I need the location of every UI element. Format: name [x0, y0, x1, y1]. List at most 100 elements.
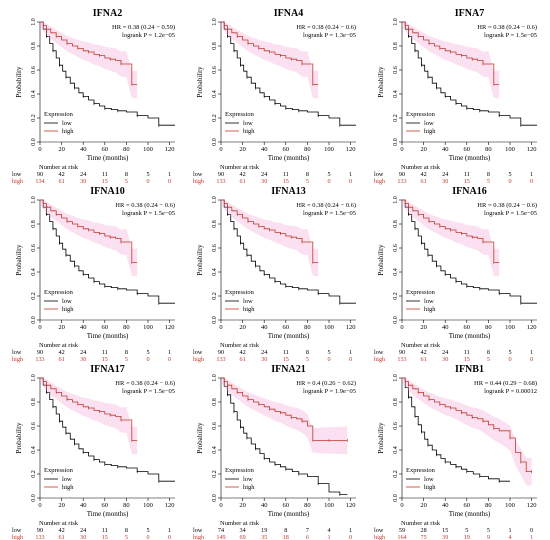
y-tick-label: 0.4 — [393, 446, 399, 454]
risk-count-low: 11 — [464, 349, 470, 356]
risk-count-high: 0 — [530, 356, 533, 363]
survival-curve-high — [40, 21, 138, 85]
risk-count-low: 5 — [487, 527, 490, 534]
x-tick-label: 60 — [283, 146, 290, 153]
y-tick-label: 0.6 — [31, 244, 37, 252]
x-tick-label: 120 — [165, 502, 175, 509]
risk-count-low: 90 — [37, 171, 43, 178]
legend-label-low: low — [424, 298, 434, 305]
risk-count-high: 61 — [240, 356, 246, 363]
legend-label-high: high — [424, 306, 436, 313]
risk-count-low: 24 — [442, 171, 448, 178]
risk-count-low: 42 — [240, 171, 246, 178]
x-tick-label: 60 — [102, 146, 109, 153]
y-tick-label: 0.8 — [31, 42, 37, 50]
risk-count-low: 0 — [530, 527, 533, 534]
risk-table-title: Number at risk — [401, 342, 441, 349]
risk-count-high: 5 — [306, 178, 309, 185]
x-tick-label: 20 — [239, 502, 246, 509]
risk-row-label-high: high — [374, 356, 386, 363]
risk-count-low: 24 — [80, 171, 86, 178]
risk-count-low: 42 — [59, 171, 65, 178]
risk-count-low: 24 — [80, 527, 86, 534]
risk-table-title: Number at risk — [39, 342, 79, 349]
x-tick-label: 0 — [219, 146, 222, 153]
risk-row-label-low: low — [374, 171, 384, 178]
hazard-ratio-text: HR = 0.44 (0.29 − 0.68) — [474, 380, 537, 387]
x-axis-label: Time (months) — [449, 332, 491, 340]
risk-count-high: 0 — [349, 178, 352, 185]
y-tick-label: 0.2 — [212, 292, 218, 300]
x-tick-label: 80 — [123, 324, 129, 331]
risk-row-label-high: high — [193, 356, 205, 363]
hazard-ratio-text: HR = 0.38 (0.24 − 0.6) — [296, 202, 356, 209]
risk-count-high: 0 — [508, 178, 511, 185]
km-chart: IFNB1 0.0 0.2 0.4 0.6 0.8 1.0 0 20 40 60 80 100 120 Pr… — [374, 364, 537, 540]
risk-table-title: Number at risk — [39, 164, 79, 171]
x-tick-label: 80 — [304, 324, 311, 331]
legend-label-low: low — [62, 298, 72, 305]
x-tick-label: 100 — [324, 146, 334, 153]
x-tick-label: 80 — [485, 146, 492, 153]
confidence-band-high — [402, 378, 532, 486]
risk-count-high: 5 — [487, 356, 490, 363]
legend-title: Expression — [225, 467, 255, 474]
x-axis-label: Time (months) — [268, 154, 310, 162]
risk-count-low: 11 — [283, 349, 289, 356]
y-tick-label: 0.8 — [393, 42, 399, 50]
hazard-ratio-text: HR = 0.4 (0.26 − 0.62) — [296, 380, 356, 387]
confidence-band-high — [221, 378, 348, 455]
y-tick-label: 0.0 — [393, 316, 399, 324]
survival-curve-low — [402, 377, 510, 482]
km-panel: IFNA2 0.0 0.2 0.4 0.6 0.8 1.0 0 20 40 60 80 100 120 Pr… — [12, 6, 195, 185]
risk-count-low: 34 — [240, 527, 246, 534]
legend-label-high: high — [243, 306, 255, 313]
y-axis-label: Probability — [15, 244, 23, 276]
risk-count-high: 134 — [35, 178, 44, 185]
x-tick-label: 100 — [143, 324, 153, 331]
legend-label-low: low — [62, 476, 72, 483]
km-panel: IFNA7 0.0 0.2 0.4 0.6 0.8 1.0 0 20 40 60 80 100 120 Pr… — [374, 6, 550, 185]
hazard-ratio-text: HR = 0.38 (0.24 − 0.6) — [477, 24, 537, 31]
risk-count-low: 1 — [530, 171, 533, 178]
survival-curve-low — [40, 199, 175, 304]
x-tick-label: 0 — [400, 324, 403, 331]
x-tick-label: 60 — [283, 502, 290, 509]
logrank-p-text: logrank P = 1.5e−05 — [122, 210, 175, 217]
risk-count-low: 8 — [125, 349, 128, 356]
risk-count-high: 30 — [442, 356, 448, 363]
legend-title: Expression — [225, 289, 255, 296]
risk-count-low: 11 — [102, 171, 108, 178]
y-tick-label: 0.8 — [31, 398, 37, 406]
risk-count-low: 11 — [102, 349, 108, 356]
x-tick-label: 80 — [123, 502, 129, 509]
survival-curve-high — [402, 199, 500, 263]
risk-row-label-high: high — [12, 178, 24, 185]
x-axis-label: Time (months) — [87, 154, 129, 162]
legend-title: Expression — [406, 289, 436, 296]
x-tick-label: 40 — [80, 146, 87, 153]
km-panel: IFNA17 0.0 0.2 0.4 0.6 0.8 1.0 0 20 40 60 80 100 120 P… — [12, 362, 195, 540]
chart-title: IFNA4 — [274, 8, 303, 19]
legend-label-high: high — [62, 484, 74, 491]
risk-count-high: 5 — [306, 356, 309, 363]
y-tick-label: 0.6 — [212, 66, 218, 74]
risk-row-label-low: low — [374, 349, 384, 356]
risk-count-low: 42 — [59, 527, 65, 534]
x-tick-label: 40 — [261, 146, 268, 153]
risk-count-high: 15 — [283, 178, 289, 185]
y-tick-label: 0.0 — [31, 316, 37, 324]
x-tick-label: 40 — [80, 324, 87, 331]
risk-count-low: 11 — [464, 171, 470, 178]
risk-row-label-low: low — [12, 349, 22, 356]
y-tick-label: 0.2 — [393, 114, 399, 122]
risk-count-low: 4 — [327, 527, 330, 534]
chart-title: IFNB1 — [455, 364, 484, 375]
legend-label-high: high — [243, 128, 255, 135]
legend-title: Expression — [225, 111, 255, 118]
chart-title: IFNA13 — [271, 186, 305, 197]
risk-count-high: 0 — [327, 178, 330, 185]
survival-curve-low — [40, 377, 175, 482]
y-tick-label: 0.6 — [212, 422, 218, 430]
km-chart: IFNA17 0.0 0.2 0.4 0.6 0.8 1.0 0 20 40 60 80 100 120 P… — [12, 364, 175, 540]
